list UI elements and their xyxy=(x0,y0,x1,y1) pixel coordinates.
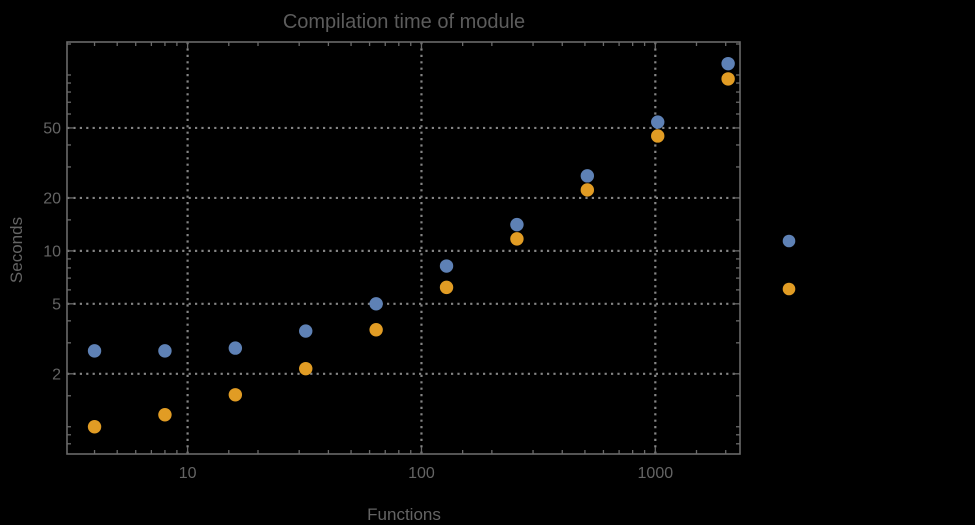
x-axis-label: Functions xyxy=(367,505,441,524)
data-point-series-1 xyxy=(228,341,243,355)
data-point-series-2 xyxy=(369,323,383,337)
plot-frame xyxy=(66,41,741,455)
data-point-series-2 xyxy=(299,361,313,376)
data-point-series-1 xyxy=(439,259,454,273)
data-point-series-1 xyxy=(580,169,595,183)
data-point-series-2 xyxy=(158,408,172,422)
data-point-series-1 xyxy=(651,115,665,129)
legend-series-2-marker xyxy=(782,282,796,296)
data-point-series-1 xyxy=(158,344,172,358)
y-tick-label: 10 xyxy=(43,243,61,260)
data-point-series-2 xyxy=(510,232,524,246)
data-point-series-2 xyxy=(439,280,454,295)
legend-series-1-marker xyxy=(782,234,796,248)
x-tick-label: 100 xyxy=(408,465,435,482)
x-tick-label: 1000 xyxy=(638,465,674,482)
y-tick-label: 5 xyxy=(52,296,61,313)
data-point-series-1 xyxy=(87,344,102,358)
y-tick-label: 50 xyxy=(43,120,61,137)
y-tick-label: 20 xyxy=(43,190,61,207)
x-tick-label: 10 xyxy=(179,465,197,482)
data-point-series-2 xyxy=(87,420,102,434)
data-point-series-1 xyxy=(721,56,735,71)
data-point-series-1 xyxy=(369,297,383,311)
data-point-series-2 xyxy=(721,72,735,86)
chart-title: Compilation time of module xyxy=(282,11,526,33)
data-point-series-1 xyxy=(299,324,313,338)
data-point-series-1 xyxy=(510,217,524,232)
data-point-series-2 xyxy=(228,388,243,402)
data-point-series-2 xyxy=(651,129,665,143)
data-point-series-2 xyxy=(580,183,595,197)
y-axis-label: Seconds xyxy=(7,216,26,284)
y-tick-label: 2 xyxy=(52,366,61,383)
